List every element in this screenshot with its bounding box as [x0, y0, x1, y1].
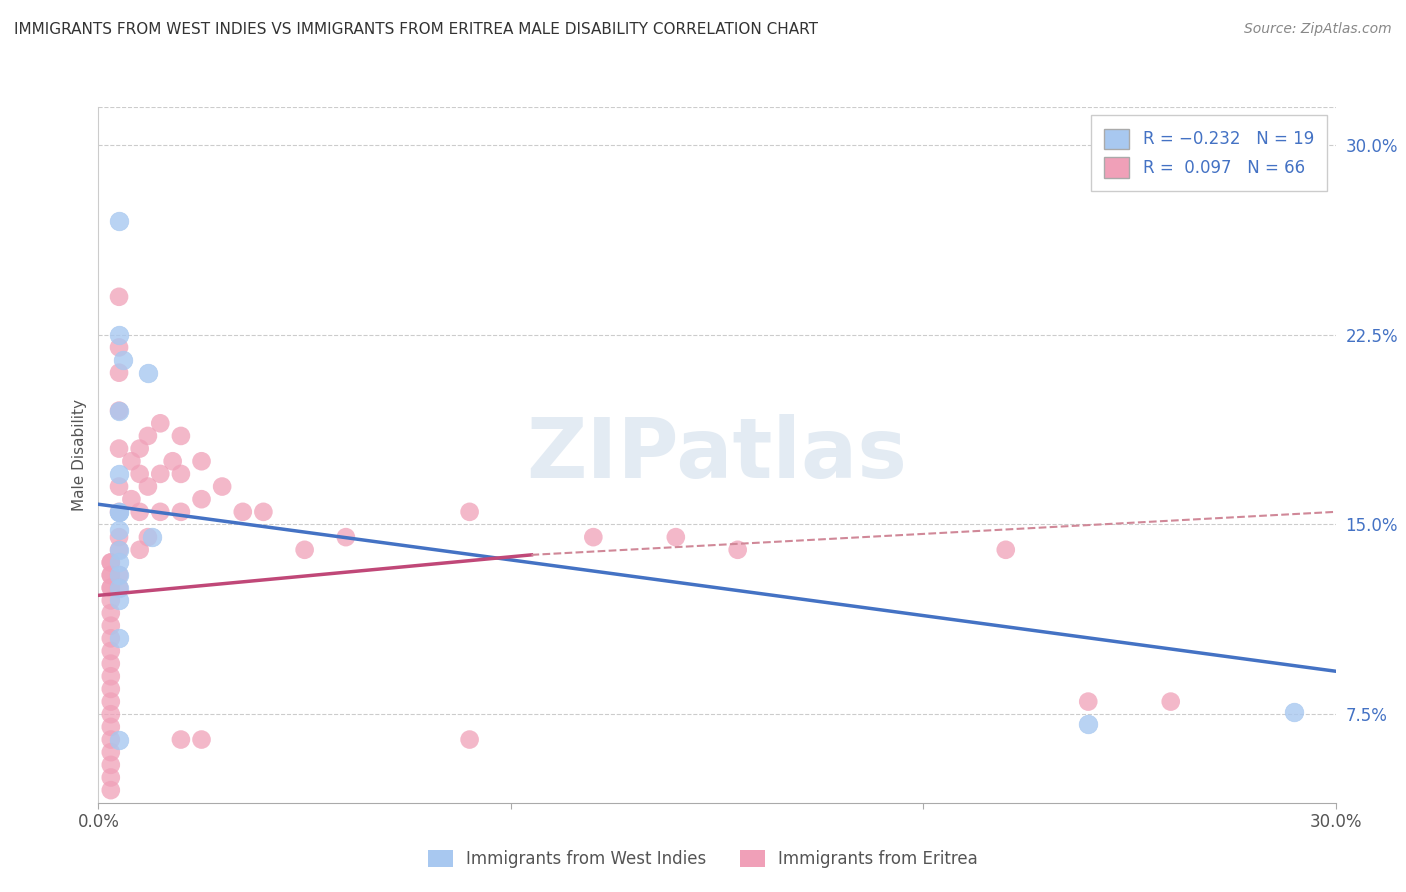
Point: [100, 581, 122, 595]
Point: [149, 467, 172, 481]
Point: [170, 429, 193, 443]
Point: [108, 505, 131, 519]
Point: [108, 542, 131, 557]
Point: [100, 695, 122, 709]
Point: [1160, 695, 1182, 709]
Point: [120, 492, 142, 507]
Point: [108, 568, 131, 582]
Point: [100, 618, 122, 632]
Point: [108, 214, 131, 228]
Point: [100, 568, 122, 582]
Point: [108, 403, 131, 417]
Point: [128, 467, 150, 481]
Point: [149, 417, 172, 431]
Point: [190, 732, 212, 747]
Point: [100, 556, 122, 570]
Point: [108, 403, 131, 417]
Point: [108, 556, 131, 570]
Point: [128, 542, 150, 557]
Point: [100, 632, 122, 646]
Point: [108, 467, 131, 481]
Point: [128, 505, 150, 519]
Point: [162, 454, 184, 468]
Point: [108, 442, 131, 456]
Point: [108, 568, 131, 582]
Point: [100, 581, 122, 595]
Point: [108, 732, 131, 747]
Point: [100, 568, 122, 582]
Point: [112, 353, 135, 368]
Point: [1284, 705, 1306, 719]
Point: [100, 593, 122, 607]
Point: [100, 606, 122, 620]
Point: [335, 530, 357, 544]
Point: [136, 429, 159, 443]
Legend: Immigrants from West Indies, Immigrants from Eritrea: Immigrants from West Indies, Immigrants …: [422, 843, 984, 875]
Point: [170, 467, 193, 481]
Point: [100, 657, 122, 671]
Point: [1077, 695, 1099, 709]
Point: [190, 454, 212, 468]
Point: [100, 556, 122, 570]
Point: [128, 442, 150, 456]
Text: Source: ZipAtlas.com: Source: ZipAtlas.com: [1244, 22, 1392, 37]
Point: [108, 290, 131, 304]
Point: [100, 783, 122, 797]
Point: [100, 644, 122, 658]
Point: [108, 523, 131, 537]
Point: [665, 530, 688, 544]
Point: [108, 505, 131, 519]
Point: [170, 732, 193, 747]
Point: [100, 707, 122, 722]
Point: [108, 366, 131, 380]
Point: [100, 745, 122, 759]
Point: [100, 732, 122, 747]
Point: [108, 542, 131, 557]
Point: [108, 632, 131, 646]
Point: [100, 720, 122, 734]
Point: [108, 581, 131, 595]
Text: IMMIGRANTS FROM WEST INDIES VS IMMIGRANTS FROM ERITREA MALE DISABILITY CORRELATI: IMMIGRANTS FROM WEST INDIES VS IMMIGRANT…: [14, 22, 818, 37]
Point: [100, 669, 122, 683]
Point: [232, 505, 254, 519]
Point: [1077, 717, 1099, 731]
Point: [120, 454, 142, 468]
Point: [190, 492, 212, 507]
Point: [108, 340, 131, 354]
Point: [108, 581, 131, 595]
Point: [136, 366, 159, 380]
Point: [100, 757, 122, 772]
Point: [100, 681, 122, 696]
Point: [458, 505, 481, 519]
Point: [170, 505, 193, 519]
Point: [582, 530, 605, 544]
Point: [727, 542, 749, 557]
Legend: R = −0.232   N = 19, R =  0.097   N = 66: R = −0.232 N = 19, R = 0.097 N = 66: [1091, 115, 1327, 191]
Point: [994, 542, 1017, 557]
Point: [149, 505, 172, 519]
Point: [108, 505, 131, 519]
Point: [136, 530, 159, 544]
Point: [100, 771, 122, 785]
Point: [108, 593, 131, 607]
Point: [108, 327, 131, 342]
Point: [108, 479, 131, 493]
Point: [108, 530, 131, 544]
Point: [458, 732, 481, 747]
Point: [136, 479, 159, 493]
Point: [141, 530, 163, 544]
Y-axis label: Male Disability: Male Disability: [72, 399, 87, 511]
Point: [211, 479, 233, 493]
Point: [252, 505, 274, 519]
Text: ZIPatlas: ZIPatlas: [527, 415, 907, 495]
Point: [294, 542, 316, 557]
